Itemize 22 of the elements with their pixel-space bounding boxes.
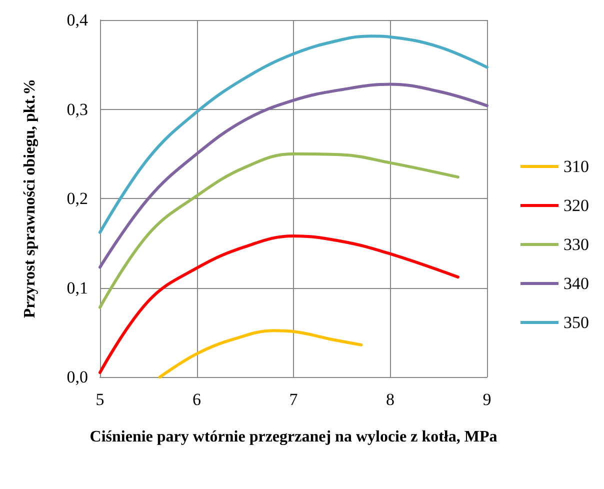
legend-label: 340 — [564, 274, 589, 293]
x-tick-label: 7 — [289, 390, 298, 409]
x-tick-label: 6 — [192, 390, 201, 409]
y-tick-label: 0,2 — [66, 189, 88, 208]
line-series — [98, 234, 460, 374]
x-tick-label: 5 — [96, 390, 104, 409]
legend-label: 320 — [564, 196, 589, 215]
y-tick-label: 0,1 — [66, 278, 88, 298]
legend-label: 310 — [564, 157, 589, 176]
y-tick-label: 0,3 — [66, 100, 88, 119]
x-tick-label: 9 — [482, 390, 492, 409]
y-axis-title: Przyrost sprawności obiegu, pkt.% — [22, 78, 38, 318]
line-series — [98, 82, 488, 269]
line-series — [158, 329, 363, 378]
y-tick-label: 0,4 — [66, 10, 88, 30]
x-axis-title: Ciśnienie pary wtórnie przegrzanej na wylocie z kotła, MPa — [90, 428, 498, 446]
y-tick-label: 0,0 — [66, 368, 88, 386]
legend-label: 330 — [564, 235, 589, 254]
x-tick-label: 8 — [386, 390, 394, 409]
line-series — [98, 34, 488, 234]
legend-label: 350 — [564, 313, 589, 332]
line-series — [98, 152, 460, 309]
